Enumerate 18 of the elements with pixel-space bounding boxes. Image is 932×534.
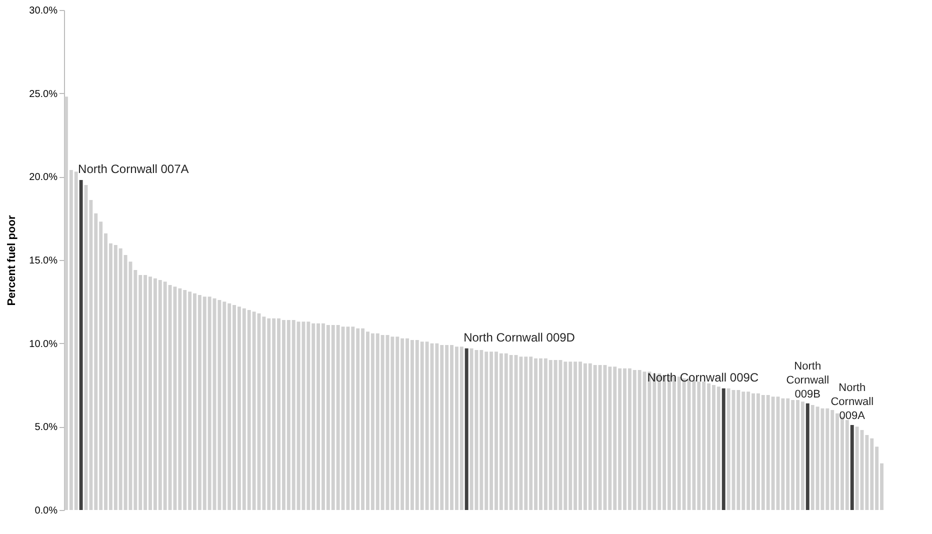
y-axis-title: Percent fuel poor [6, 214, 18, 306]
y-tick-label: 15.0% [29, 256, 58, 266]
y-tick-label: 10.0% [29, 338, 58, 350]
y-tick-label: 20.0% [29, 172, 58, 184]
bar [806, 403, 810, 510]
bar [850, 425, 854, 510]
bar [79, 180, 83, 510]
annotation: North Cornwall 009D [464, 330, 576, 344]
y-tick-label: 25.0% [29, 88, 58, 100]
y-tick-label: 5.0% [34, 422, 58, 434]
annotation: North Cornwall 009C [647, 370, 759, 384]
y-tick-label: 30.0% [29, 6, 58, 16]
bar [722, 388, 726, 510]
annotation: North Cornwall 009B [786, 360, 830, 400]
annotation: North Cornwall 007A [78, 162, 189, 176]
bar [464, 348, 468, 510]
y-tick-label: 0.0% [34, 506, 58, 516]
annotation: North Cornwall 009A [830, 382, 874, 422]
